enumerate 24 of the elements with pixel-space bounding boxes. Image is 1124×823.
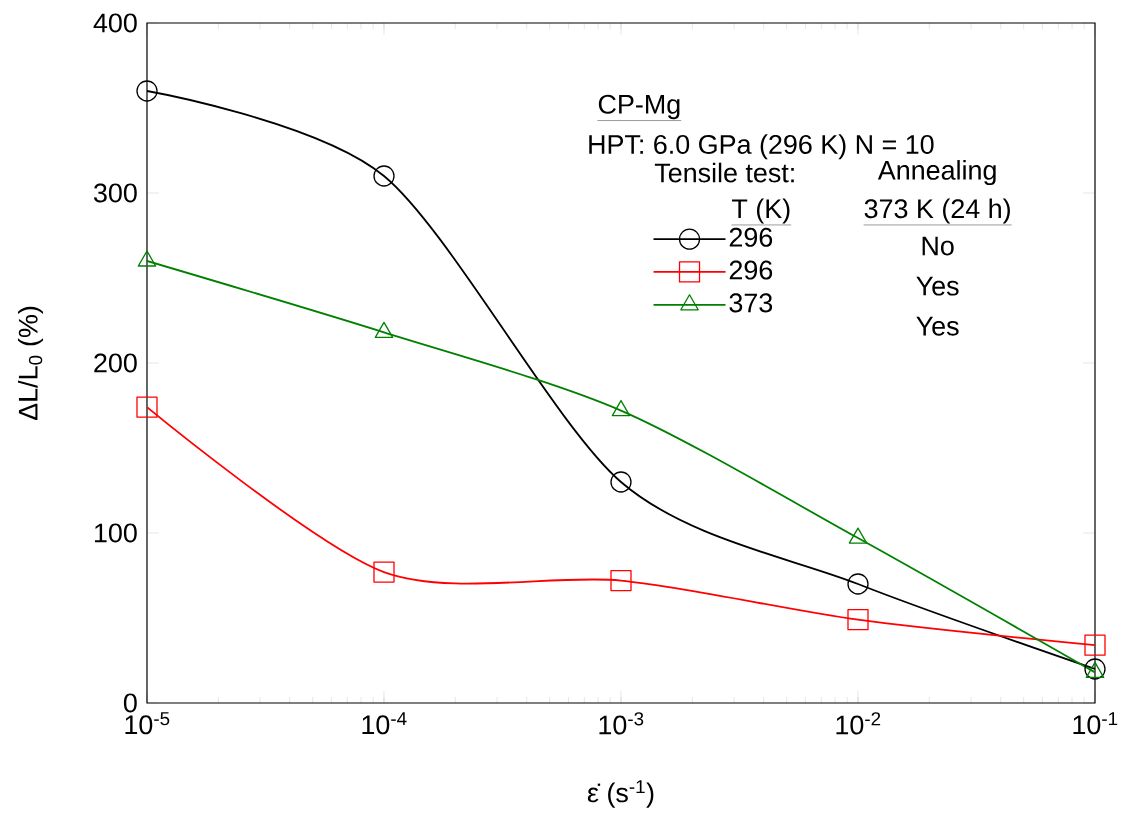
- legend-label: 296: [729, 260, 773, 280]
- annotation: No: [922, 236, 954, 256]
- x-tick-label: 10$^{-3}$: [599, 712, 644, 735]
- annotation: T (K): [732, 198, 790, 224]
- y-tick-label: 400: [93, 13, 137, 33]
- x-tick-label: 10$^{-1}$: [1073, 712, 1118, 735]
- annotation: Yes: [916, 316, 959, 336]
- x-tick-label: 10$^{-2}$: [836, 712, 881, 735]
- annotation: HPT: 6.0 GPa (296 K) N = 10: [589, 134, 934, 160]
- y-axis-title: ΔL/L$_{0}$ (%): [17, 306, 44, 421]
- legend-label: 373: [729, 293, 773, 313]
- legend-label: 296: [729, 227, 773, 247]
- x-axis-title: ε̇ (s$^{-1}$): [587, 780, 654, 808]
- annotation: Tensile test:: [654, 162, 794, 183]
- annotation: 373 K (24 h): [864, 198, 1010, 224]
- annotation: CP-Mg: [598, 94, 680, 120]
- annotation: Annealing: [877, 160, 996, 186]
- y-tick-label: 300: [93, 183, 137, 203]
- annotation: Yes: [916, 276, 959, 296]
- y-tick-label: 0: [123, 693, 137, 713]
- x-tick-label: 10$^{-4}$: [362, 712, 407, 735]
- x-tick-label: 10$^{-5}$: [125, 712, 170, 735]
- y-tick-label: 200: [94, 353, 137, 373]
- y-tick-label: 100: [94, 523, 137, 543]
